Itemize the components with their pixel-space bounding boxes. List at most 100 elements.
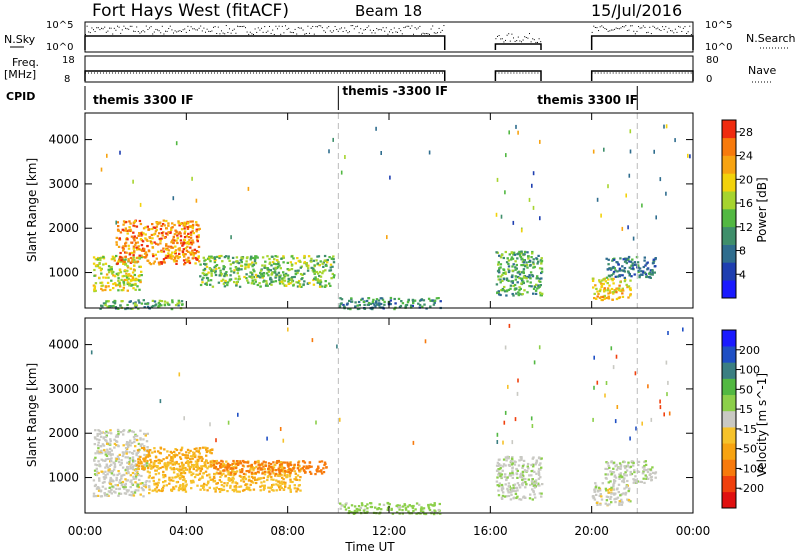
scatter-cell	[500, 489, 504, 492]
scatter-cell	[191, 457, 194, 460]
scatter-cell	[183, 263, 186, 266]
scatter-cell	[599, 288, 602, 291]
scatter-cell	[173, 256, 177, 259]
scatter-cell	[380, 297, 384, 300]
scatter-cell	[254, 462, 257, 465]
scatter-cell	[593, 490, 596, 493]
scatter-cell	[329, 284, 332, 287]
scatter-cell	[516, 257, 519, 260]
scatter-cell	[603, 147, 605, 152]
scatter-cell	[121, 474, 124, 477]
scatter-cell	[350, 511, 353, 514]
noise-nsearch-point	[248, 33, 250, 35]
scatter-cell	[621, 274, 624, 277]
scatter-cell	[299, 489, 302, 492]
scatter-cell	[137, 299, 140, 302]
scatter-cell	[323, 254, 327, 258]
scatter-cell	[386, 235, 388, 240]
scatter-cell	[316, 278, 319, 281]
scatter-cell	[205, 459, 208, 463]
noise-nsearch-point	[411, 25, 413, 27]
scatter-cell	[241, 469, 244, 472]
scatter-cell	[323, 259, 326, 263]
scatter-cell	[180, 300, 184, 303]
scatter-cell	[177, 468, 180, 471]
scatter-cell	[179, 235, 183, 238]
scatter-cell	[650, 417, 653, 422]
scatter-cell	[159, 459, 162, 462]
power-colorbar-tick-label: 16	[739, 197, 753, 210]
scatter-cell	[510, 490, 513, 493]
scatter-cell	[186, 240, 189, 244]
scatter-cell	[247, 265, 250, 268]
scatter-cell	[178, 252, 181, 255]
scatter-cell	[322, 261, 325, 264]
scatter-cell	[286, 268, 289, 271]
scatter-cell	[278, 264, 281, 267]
scatter-cell	[271, 470, 274, 473]
scatter-cell	[225, 460, 228, 463]
scatter-cell	[615, 463, 618, 466]
scatter-cell	[522, 271, 525, 275]
scatter-cell	[122, 281, 126, 284]
scatter-cell	[413, 299, 416, 302]
scatter-cell	[240, 268, 243, 271]
scatter-cell	[295, 478, 299, 481]
scatter-cell	[270, 280, 273, 284]
scatter-cell	[602, 282, 605, 286]
scatter-cell	[283, 467, 286, 470]
scatter-cell	[497, 494, 501, 497]
scatter-cell	[178, 247, 181, 250]
scatter-cell	[128, 253, 132, 256]
noise-nsearch-point	[636, 30, 638, 32]
scatter-cell	[111, 453, 114, 456]
scatter-cell	[269, 269, 272, 272]
scatter-cell	[176, 237, 179, 240]
scatter-cell	[98, 438, 101, 441]
scatter-cell	[287, 327, 289, 332]
scatter-cell	[181, 463, 184, 466]
noise-nsearch-point	[639, 27, 641, 29]
noise-nsearch-point	[161, 25, 163, 27]
scatter-cell	[613, 481, 616, 484]
scatter-cell	[230, 270, 233, 273]
scatter-cell	[629, 436, 631, 441]
nave-label: Nave	[748, 64, 776, 77]
scatter-cell	[540, 259, 544, 262]
scatter-cell	[137, 442, 141, 445]
scatter-cell	[93, 436, 97, 439]
scatter-cell	[515, 267, 518, 270]
scatter-cell	[110, 463, 113, 466]
scatter-cell	[183, 487, 187, 490]
noise-nsearch-point	[630, 25, 632, 27]
scatter-cell	[150, 242, 153, 245]
scatter-cell	[105, 464, 108, 468]
noise-nsearch-point	[390, 29, 392, 31]
scatter-cell	[131, 307, 134, 310]
scatter-cell	[250, 465, 253, 468]
scatter-cell	[150, 241, 153, 244]
scatter-cell	[191, 230, 194, 233]
scatter-cell	[229, 267, 232, 270]
scatter-cell	[167, 249, 171, 252]
scatter-cell	[256, 256, 259, 259]
scatter-cell	[146, 470, 150, 473]
noise-nsearch-point	[646, 32, 648, 34]
scatter-cell	[138, 448, 141, 451]
scatter-cell	[109, 458, 112, 461]
scatter-cell	[498, 267, 501, 270]
scatter-cell	[366, 503, 369, 506]
noise-nsearch-point	[285, 25, 286, 27]
scatter-cell	[537, 467, 541, 471]
scatter-cell	[616, 496, 620, 499]
scatter-cell	[520, 282, 523, 285]
scatter-cell	[240, 264, 244, 268]
scatter-cell	[270, 273, 273, 276]
scatter-cell	[339, 297, 342, 300]
scatter-cell	[268, 490, 271, 493]
scatter-cell	[612, 461, 616, 464]
scatter-cell	[175, 462, 178, 465]
scatter-cell	[219, 466, 222, 469]
noise-nsearch-point	[424, 33, 426, 35]
scatter-cell	[183, 472, 187, 475]
